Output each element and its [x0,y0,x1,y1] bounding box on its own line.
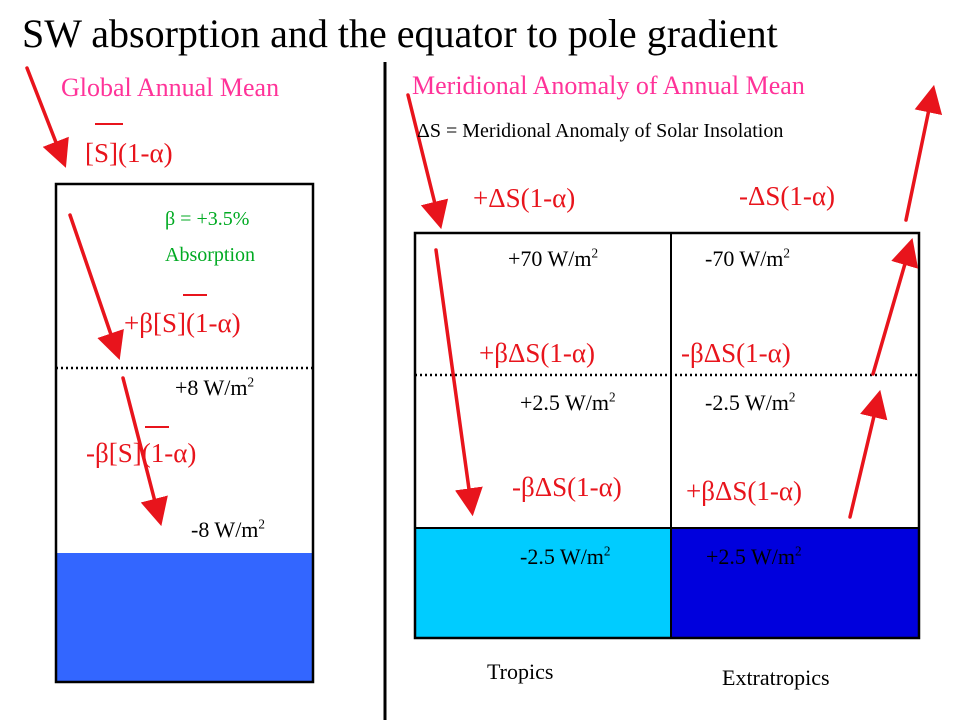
beta-line1: β = +3.5% [165,208,250,230]
global-upper-absorption-arrow [68,213,124,360]
value-number: +8 W/m [175,375,248,400]
global-top-formula: [S](1-α) [85,140,173,167]
extratropics-outgoing-arrow [904,84,943,222]
tropics-surface-value: -2.5 W/m2 [520,543,611,569]
formula-s-term: [S] [152,308,186,338]
extratropics-upper-value: -2.5 W/m2 [705,389,796,415]
tropics-absorption-arrow [434,248,483,517]
global-column-box [54,182,315,684]
global-lower-value: -8 W/m2 [191,516,266,542]
extratropics-upper-arrow [871,237,919,376]
value-number: +70 W/m [508,246,592,271]
value-exponent: 2 [783,245,791,261]
value-exponent: 2 [591,245,599,261]
value-number: -70 W/m [705,246,784,271]
formula-rest: (1-α) [118,138,173,168]
tropics-top-formula: +ΔS(1-α) [473,183,576,213]
tropics-label: Tropics [487,659,554,684]
formula-prefix: +β [124,308,153,338]
meridional-box [413,231,921,640]
beta-line2: Absorption [165,244,255,266]
tropics-top-value: +70 W/m2 [508,245,599,271]
global-header: Global Annual Mean [61,73,280,102]
value-number: +2.5 W/m [706,544,795,569]
tropics-incoming-arrow [406,93,449,230]
extratropics-label: Extratropics [722,665,830,690]
value-exponent: 2 [788,389,796,405]
value-number: -8 W/m [191,517,259,542]
global-lower-absorption-arrow [121,376,168,527]
value-number: -2.5 W/m [705,390,789,415]
global-upper-formula: +β[S](1-α) [124,310,241,337]
extratropics-lower-formula: +βΔS(1-α) [686,476,802,506]
extratropics-surface-block [671,528,919,638]
global-surface-block [56,553,313,682]
tropics-lower-formula: -βΔS(1-α) [512,472,622,502]
extratropics-lower-arrow [848,389,888,519]
extratropics-top-formula: -ΔS(1-α) [739,181,835,211]
extratropics-top-value: -70 W/m2 [705,245,791,271]
formula-rest: (1-α) [185,308,241,338]
value-exponent: 2 [795,543,802,559]
value-number: +2.5 W/m [520,390,609,415]
value-exponent: 2 [603,543,611,559]
formula-prefix: -β [86,438,109,468]
extratropics-surface-value: +2.5 W/m2 [706,543,802,569]
formula-rest: (1-α) [141,438,197,468]
value-exponent: 2 [247,374,255,390]
formula-s-term: [S] [85,138,118,168]
page-title: SW absorption and the equator to pole gr… [22,11,778,56]
value-exponent: 2 [258,516,266,532]
extratropics-upper-formula: -βΔS(1-α) [681,338,791,368]
tropics-upper-formula: +βΔS(1-α) [479,338,595,368]
tropics-surface-block [415,528,671,638]
value-exponent: 2 [609,389,616,405]
delta-s-definition: ΔS = Meridional Anomaly of Solar Insolat… [417,120,784,142]
formula-s-term: [S] [108,438,142,468]
meridional-header: Meridional Anomaly of Annual Mean [412,71,805,100]
global-incoming-arrow [25,66,69,168]
global-lower-formula: -β[S](1-α) [86,440,196,467]
value-number: -2.5 W/m [520,544,604,569]
tropics-upper-value: +2.5 W/m2 [520,389,616,415]
global-upper-value: +8 W/m2 [175,374,255,400]
